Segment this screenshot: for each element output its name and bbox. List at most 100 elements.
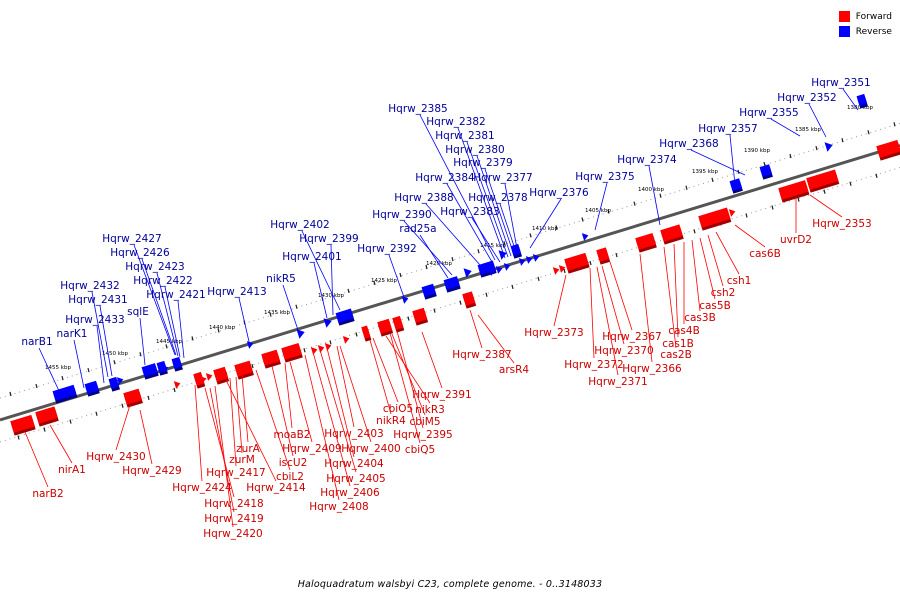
reverse-track-line bbox=[0, 123, 900, 399]
forward-gene-label: Hqrw_2400 bbox=[341, 443, 400, 455]
forward-gene-label: zurM bbox=[229, 454, 255, 466]
gene-body bbox=[856, 93, 868, 106]
reverse-gene bbox=[421, 283, 437, 300]
forward-gene-label: Hqrw_2395 bbox=[393, 429, 452, 441]
reverse-gene bbox=[498, 250, 507, 260]
reverse-gene bbox=[729, 178, 743, 194]
forward-connector bbox=[596, 266, 619, 376]
legend-forward: Forward bbox=[838, 9, 892, 24]
reverse-gene bbox=[141, 363, 159, 380]
reverse-gene-label: Hqrw_2433 bbox=[65, 314, 124, 326]
forward-connector bbox=[469, 309, 483, 349]
gene-arrow bbox=[199, 376, 207, 384]
reverse-gene-label: Hqrw_2399 bbox=[299, 233, 358, 245]
reverse-connector bbox=[91, 291, 109, 378]
kbp-tick-label: 1450 kbp bbox=[102, 351, 128, 357]
reverse-gene-label: Hqrw_2390 bbox=[372, 209, 431, 221]
gene-body bbox=[52, 384, 77, 401]
reverse-gene-label: Hqrw_2421 bbox=[146, 289, 205, 301]
forward-gene-arrow bbox=[310, 347, 318, 355]
gene-arrow bbox=[495, 266, 503, 274]
gene-body bbox=[635, 233, 656, 250]
reverse-gene-arrow bbox=[488, 268, 496, 276]
forward-connector bbox=[809, 194, 843, 218]
gene-body bbox=[806, 169, 839, 190]
forward-connector bbox=[209, 387, 235, 513]
reverse-connector bbox=[499, 203, 518, 256]
gene-body bbox=[564, 252, 589, 271]
track-tick bbox=[251, 363, 254, 369]
reverse-gene-label: Hqrw_2379 bbox=[453, 157, 512, 169]
forward-connector bbox=[389, 332, 421, 444]
forward-track-line bbox=[0, 167, 900, 443]
gene-body bbox=[660, 224, 683, 242]
reverse-gene-label: Hqrw_2402 bbox=[270, 219, 329, 231]
reverse-gene-label: Hqrw_2401 bbox=[282, 251, 341, 263]
gene-arrow bbox=[342, 336, 350, 344]
forward-connector bbox=[312, 351, 351, 487]
reverse-gene bbox=[52, 384, 78, 404]
gene-body bbox=[412, 307, 428, 323]
reverse-gene-arrow bbox=[495, 266, 503, 274]
forward-gene-label: nikR4 bbox=[376, 415, 406, 427]
gene-arrow bbox=[401, 296, 409, 304]
reverse-gene-label: Hqrw_2423 bbox=[125, 261, 184, 273]
map-caption: Haloquadratum walsbyi C23, complete geno… bbox=[297, 579, 603, 590]
gene-body bbox=[759, 164, 773, 177]
forward-gene-label: iscU2 bbox=[279, 457, 308, 469]
track-tick bbox=[139, 352, 142, 357]
track-tick bbox=[113, 360, 116, 365]
track-tick bbox=[711, 177, 714, 182]
gene-body bbox=[421, 283, 436, 297]
forward-gene-arrow bbox=[552, 267, 560, 275]
track-tick bbox=[329, 340, 332, 345]
gene-body bbox=[596, 247, 610, 262]
gene-body bbox=[193, 371, 205, 386]
forward-gene-label: moaB2 bbox=[274, 429, 311, 441]
forward-connector bbox=[336, 345, 355, 428]
kbp-tick-label: 1445 kbp bbox=[156, 339, 182, 345]
forward-connector bbox=[271, 365, 294, 457]
forward-gene-label: Hqrw_2373 bbox=[524, 327, 583, 339]
reverse-connector bbox=[446, 183, 493, 263]
kbp-tick-label: 1410 kbp bbox=[532, 226, 558, 232]
reverse-connector bbox=[484, 168, 515, 256]
reverse-gene-label: Hqrw_2385 bbox=[388, 103, 447, 115]
gene-body bbox=[84, 380, 99, 394]
gene-body bbox=[361, 325, 371, 339]
gene-body bbox=[335, 308, 354, 323]
kbp-tick-label: 1425 kbp bbox=[371, 278, 397, 284]
reverse-gene-arrow bbox=[525, 256, 533, 264]
track-tick bbox=[867, 130, 870, 135]
gene-body bbox=[10, 414, 35, 433]
kbp-tick-label: 1395 kbp bbox=[692, 169, 718, 175]
gene-body bbox=[876, 139, 900, 158]
gene-arrow bbox=[552, 267, 560, 275]
reverse-gene-label: Hqrw_2357 bbox=[698, 123, 757, 135]
reverse-connector bbox=[156, 272, 179, 357]
track-tick bbox=[35, 383, 38, 389]
track-tick bbox=[451, 256, 454, 262]
gene-body bbox=[35, 406, 58, 424]
reverse-gene bbox=[335, 308, 355, 326]
track-tick bbox=[191, 336, 194, 341]
reverse-gene bbox=[856, 93, 868, 109]
reverse-connector bbox=[770, 118, 801, 137]
forward-gene bbox=[35, 406, 59, 427]
track-tick bbox=[607, 209, 610, 214]
forward-gene-label: Hqrw_2409 bbox=[282, 443, 341, 455]
track-tick bbox=[61, 375, 64, 381]
gene-body bbox=[392, 315, 404, 330]
reverse-gene bbox=[323, 318, 332, 328]
forward-gene-label: narB2 bbox=[32, 488, 63, 500]
forward-gene-label: Hqrw_2429 bbox=[122, 465, 181, 477]
track-tick bbox=[849, 181, 852, 186]
forward-gene-label: Hqrw_2405 bbox=[326, 473, 385, 485]
forward-connector bbox=[673, 243, 679, 338]
reverse-gene-arrow bbox=[116, 377, 124, 385]
forward-connector bbox=[663, 246, 677, 349]
forward-gene bbox=[635, 233, 657, 253]
track-tick bbox=[771, 205, 774, 210]
reverse-connector bbox=[301, 230, 341, 311]
forward-connector bbox=[289, 361, 313, 443]
